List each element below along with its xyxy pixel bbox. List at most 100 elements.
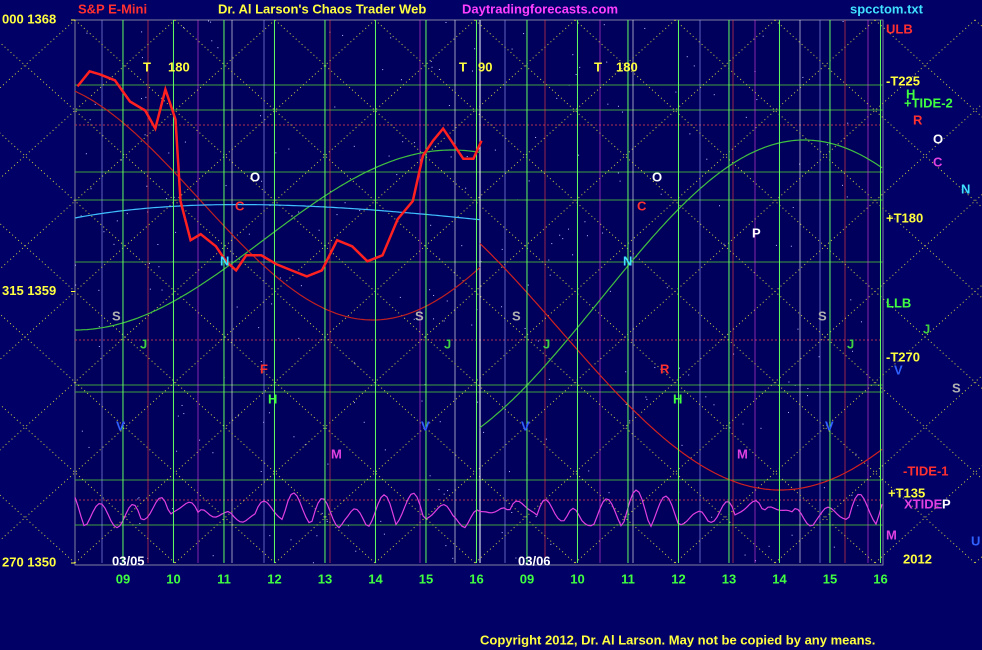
star — [85, 153, 87, 155]
star — [645, 396, 647, 398]
star — [137, 498, 139, 500]
star — [788, 411, 790, 413]
annotation: V — [421, 418, 430, 433]
star — [452, 557, 454, 559]
x-tick-label: 16 — [469, 571, 483, 586]
tide-curve — [479, 139, 883, 429]
star — [807, 388, 809, 390]
star — [556, 97, 558, 99]
y-tick-label: 000 1368 — [2, 11, 56, 26]
annotation: J — [543, 336, 550, 351]
star — [471, 324, 473, 326]
star — [383, 533, 385, 535]
star — [344, 202, 346, 204]
annotation: V — [825, 418, 834, 433]
star — [755, 560, 757, 562]
star — [149, 288, 151, 290]
star — [511, 511, 513, 513]
annotation: M — [886, 527, 897, 542]
x-tick-label: 09 — [520, 571, 534, 586]
diagonal — [0, 19, 476, 451]
star — [304, 444, 306, 446]
star — [384, 449, 386, 451]
star — [586, 235, 588, 237]
annotation: U — [971, 533, 980, 548]
star — [248, 233, 250, 235]
annotation: N — [220, 253, 229, 268]
star — [572, 254, 574, 256]
star — [336, 214, 338, 216]
star — [268, 412, 270, 414]
star — [568, 228, 570, 230]
star — [413, 318, 415, 320]
star — [225, 185, 227, 187]
x-tick-label: 15 — [823, 571, 837, 586]
star — [855, 453, 857, 455]
star — [290, 539, 292, 541]
star — [551, 243, 553, 245]
star — [713, 404, 715, 406]
annotation: C — [235, 198, 245, 213]
star — [429, 475, 431, 477]
star — [718, 205, 720, 207]
annotation: P — [942, 496, 951, 511]
star — [562, 238, 564, 240]
star — [644, 27, 646, 29]
instrument: S&P E-Mini — [78, 1, 147, 16]
annotation: R — [660, 361, 670, 376]
annotation: S — [415, 308, 424, 323]
star — [756, 99, 758, 101]
star — [523, 33, 525, 35]
star — [621, 111, 623, 113]
star — [528, 180, 530, 182]
star — [353, 145, 355, 147]
star — [666, 287, 668, 289]
star — [439, 421, 441, 423]
star — [713, 94, 715, 96]
star — [291, 215, 293, 217]
annotation: 90 — [478, 59, 492, 74]
file-name: spcctom.txt — [850, 1, 924, 16]
star — [511, 48, 513, 50]
star — [768, 545, 770, 547]
star — [729, 427, 731, 429]
diagonal — [374, 19, 976, 564]
star — [326, 520, 328, 522]
star — [217, 47, 219, 49]
annotation: M — [331, 446, 342, 461]
star — [400, 79, 402, 81]
star — [298, 337, 300, 339]
star — [402, 141, 404, 143]
star — [807, 395, 809, 397]
star — [535, 516, 537, 518]
star — [183, 413, 185, 415]
date-label: 03/05 — [112, 553, 145, 568]
star — [161, 289, 163, 291]
star — [158, 266, 160, 268]
annotation: V — [521, 418, 530, 433]
average-curve — [74, 203, 481, 221]
star — [851, 494, 853, 496]
star — [157, 244, 159, 246]
star — [791, 534, 793, 536]
annotation: -TIDE-1 — [903, 463, 949, 478]
annotation: N — [623, 253, 632, 268]
annotation: 180 — [616, 59, 638, 74]
star — [123, 422, 125, 424]
tide-curve — [74, 90, 481, 321]
diagonal — [474, 103, 982, 564]
star — [619, 180, 621, 182]
star — [579, 66, 581, 68]
x-tick-label: 13 — [722, 571, 736, 586]
diagonal — [674, 284, 982, 564]
annotation: F — [260, 361, 268, 376]
star — [826, 144, 828, 146]
star — [607, 103, 609, 105]
annotation: O — [652, 169, 662, 184]
star — [363, 421, 365, 423]
star — [355, 550, 357, 552]
star — [288, 148, 290, 150]
star — [212, 452, 214, 454]
annotation: T — [594, 59, 602, 74]
star — [443, 320, 445, 322]
